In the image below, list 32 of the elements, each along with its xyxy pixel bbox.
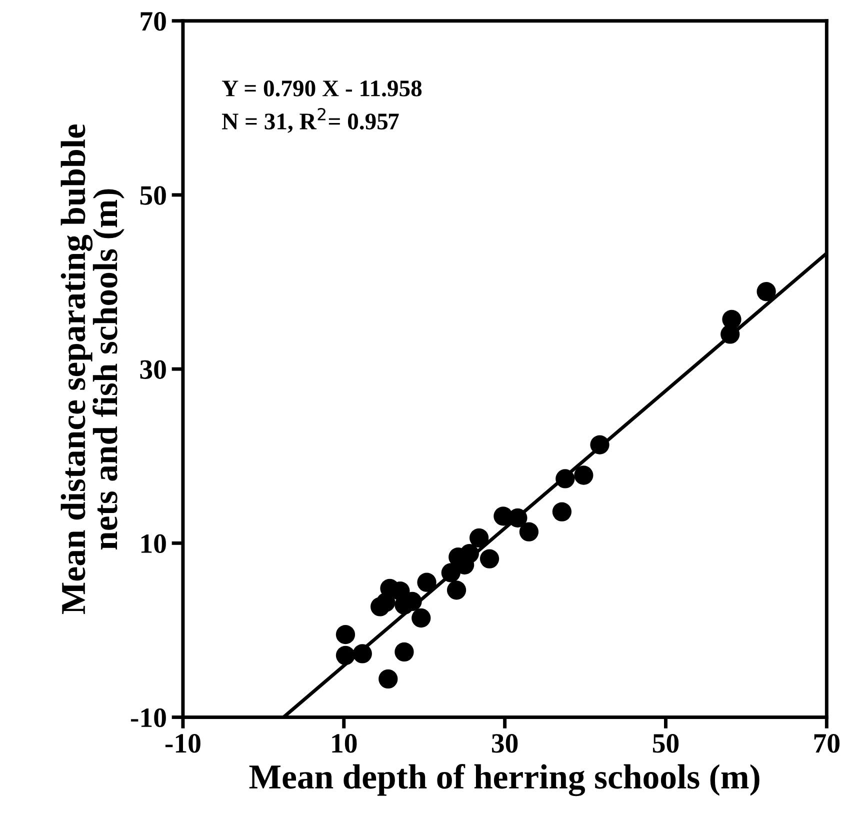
point xyxy=(556,469,575,488)
point xyxy=(446,580,466,600)
annotation: Y = 0.790 X - 11.958 xyxy=(222,80,422,96)
point xyxy=(519,522,539,542)
point xyxy=(756,282,776,302)
point xyxy=(480,549,500,568)
y-tick-label: 10 xyxy=(141,534,166,554)
point xyxy=(552,502,572,522)
x-tick-label: 70 xyxy=(814,734,840,753)
annotation: N = 31, R$^{2}$= 0.957 xyxy=(222,108,399,133)
y-tick-label: 70 xyxy=(140,12,166,31)
y-axis-title: Mean distance separating bubble nets and fish schools (m) xyxy=(60,124,124,614)
point xyxy=(394,642,414,662)
point xyxy=(722,310,742,329)
point xyxy=(336,624,356,644)
point xyxy=(574,466,594,485)
x-tick-label: -10 xyxy=(165,734,200,753)
x-tick-label: 10 xyxy=(332,734,357,753)
x-axis-title: Mean depth of herring schools (m) xyxy=(249,764,760,796)
point xyxy=(590,435,610,454)
point xyxy=(469,528,489,548)
point xyxy=(352,644,372,664)
point xyxy=(412,608,431,628)
x-tick-label: 50 xyxy=(652,734,679,753)
point xyxy=(336,646,356,666)
x-tick-label: 30 xyxy=(492,734,518,753)
y-tick-label: -10 xyxy=(130,708,166,728)
point xyxy=(376,592,396,612)
y-tick-label: 50 xyxy=(140,186,166,205)
point xyxy=(417,572,436,592)
y-tick-label: 30 xyxy=(140,360,166,379)
point xyxy=(378,669,398,689)
